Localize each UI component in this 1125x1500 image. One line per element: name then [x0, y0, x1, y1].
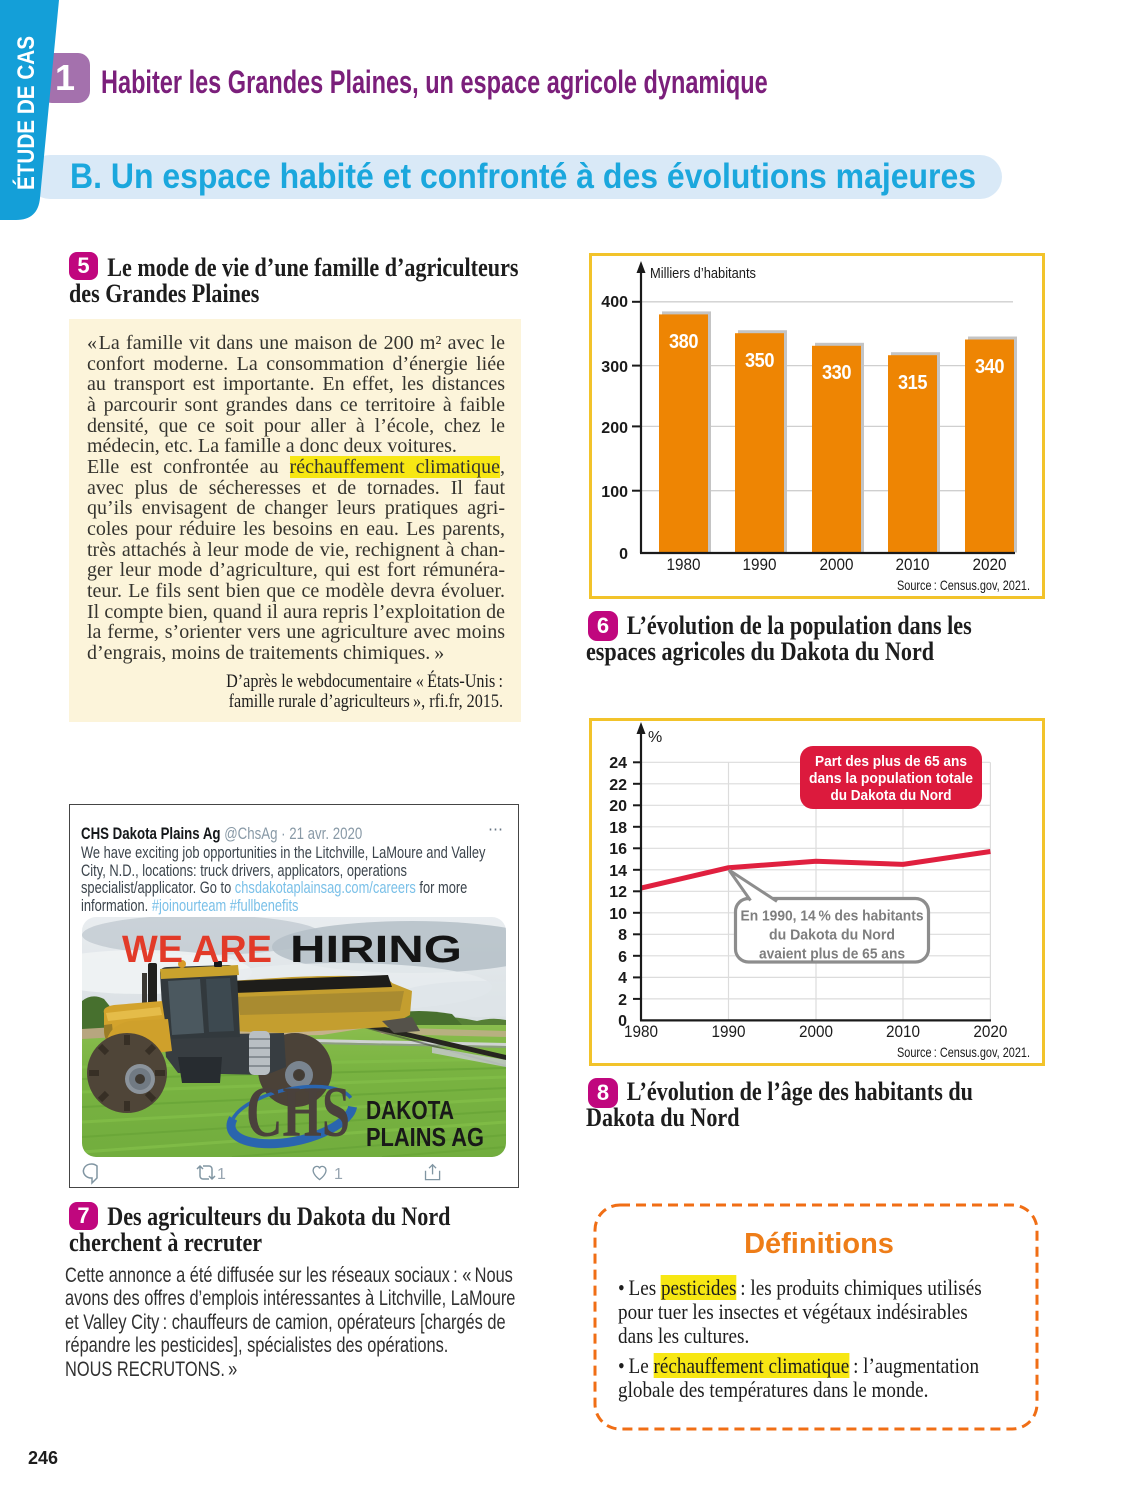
svg-text:300: 300: [601, 359, 628, 376]
svg-text:10: 10: [609, 906, 627, 923]
svg-text:Milliers d’habitants: Milliers d’habitants: [650, 266, 756, 282]
svg-text:6: 6: [618, 949, 627, 966]
svg-text:du Dakota du Nord: du Dakota du Nord: [769, 927, 895, 944]
svg-text:HIRING: HIRING: [290, 929, 462, 971]
svg-text:315: 315: [898, 372, 927, 394]
svg-text:Source : Census.gov, 2021.: Source : Census.gov, 2021.: [897, 1044, 1030, 1060]
svg-text:20: 20: [609, 798, 627, 815]
svg-text:2010: 2010: [886, 1022, 920, 1041]
svg-text:du Dakota du Nord: du Dakota du Nord: [831, 787, 952, 804]
svg-text:2000: 2000: [799, 1022, 833, 1041]
svg-text:En 1990, 14 % des habitants: En 1990, 14 % des habitants: [741, 908, 924, 925]
svg-text:avaient plus de 65 ans: avaient plus de 65 ans: [759, 946, 905, 963]
svg-text:400: 400: [601, 294, 628, 311]
svg-text:12: 12: [609, 884, 627, 901]
svg-text:8: 8: [618, 927, 627, 944]
svg-text:Part des plus de 65 ans: Part des plus de 65 ans: [815, 753, 967, 770]
svg-text:1990: 1990: [712, 1022, 746, 1041]
svg-text:PLAINS AG: PLAINS AG: [366, 1122, 484, 1152]
svg-text:2010: 2010: [896, 555, 930, 574]
svg-text:Source : Census.gov, 2021.: Source : Census.gov, 2021.: [897, 577, 1030, 593]
svg-text:4: 4: [618, 970, 627, 987]
svg-text:1990: 1990: [743, 555, 777, 574]
svg-text:330: 330: [822, 362, 851, 384]
svg-text:CHS: CHS: [246, 1072, 350, 1152]
svg-text:18: 18: [609, 820, 627, 837]
svg-text:ÉTUDE DE CAS: ÉTUDE DE CAS: [12, 36, 40, 190]
svg-text:22: 22: [609, 777, 627, 794]
svg-text:0: 0: [618, 1013, 627, 1030]
svg-text:340: 340: [975, 356, 1004, 378]
svg-text:1: 1: [217, 1166, 226, 1183]
svg-text:WE ARE: WE ARE: [122, 929, 272, 971]
svg-text:2020: 2020: [973, 555, 1007, 574]
svg-text:dans la population totale: dans la population totale: [809, 770, 973, 787]
svg-text:2020: 2020: [973, 1022, 1007, 1041]
svg-text:2000: 2000: [820, 555, 854, 574]
svg-text:200: 200: [601, 420, 628, 437]
svg-text:16: 16: [609, 841, 627, 858]
svg-text:350: 350: [745, 350, 774, 372]
svg-text:1980: 1980: [624, 1022, 658, 1041]
svg-text:1980: 1980: [667, 555, 701, 574]
svg-text:%: %: [648, 729, 662, 746]
svg-text:100: 100: [601, 484, 628, 501]
svg-text:0: 0: [619, 546, 628, 563]
svg-text:14: 14: [609, 863, 627, 880]
svg-text:380: 380: [669, 331, 698, 353]
svg-text:24: 24: [609, 755, 627, 772]
svg-text:1: 1: [334, 1166, 343, 1183]
svg-text:2: 2: [618, 992, 627, 1009]
svg-text:DAKOTA: DAKOTA: [366, 1095, 454, 1125]
